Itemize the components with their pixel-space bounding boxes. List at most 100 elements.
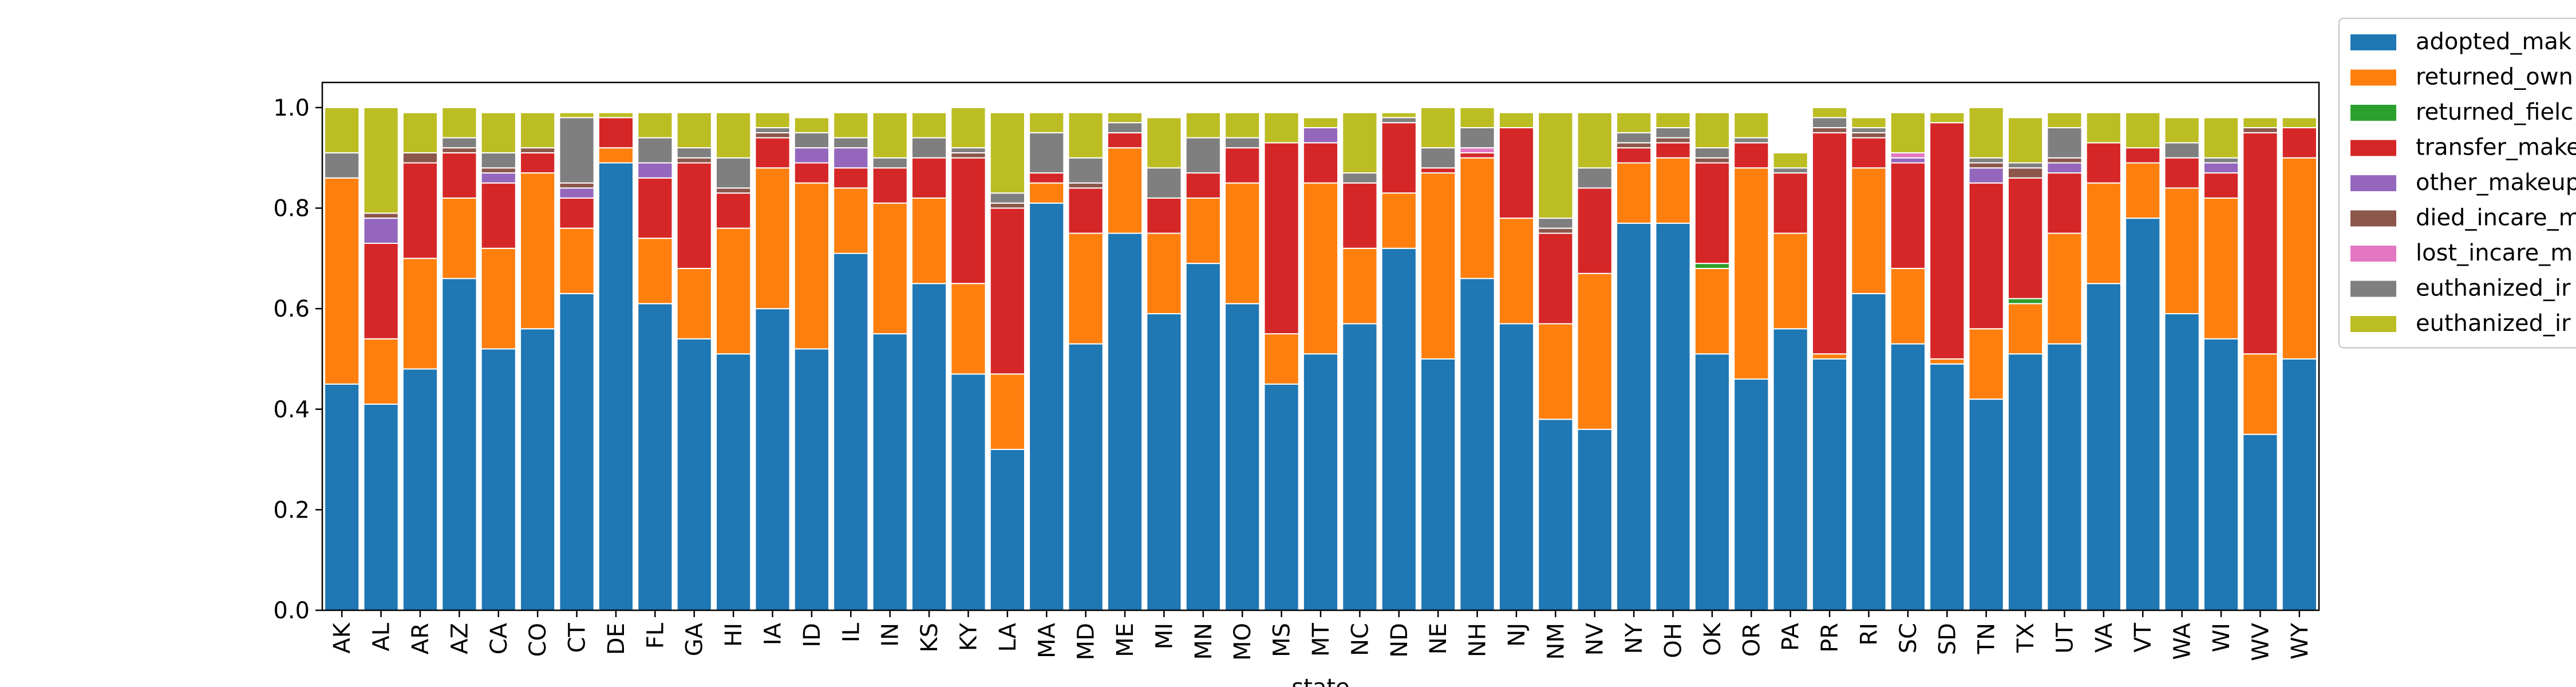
legend-box	[2338, 17, 2576, 349]
bar-segment-MD-3	[1068, 187, 1104, 234]
bar-segment-NE-1	[1420, 172, 1456, 360]
x-tick-label-GA: GA	[682, 622, 708, 656]
bar-segment-IA-3	[754, 137, 791, 169]
bar-segment-WY-3	[2281, 127, 2317, 159]
bar-segment-MN-7	[1185, 137, 1221, 174]
legend-swatch	[2350, 316, 2396, 332]
bar-segment-NH-0	[1459, 278, 1495, 611]
bar-segment-CT-0	[559, 293, 595, 611]
x-tick-label-PA: PA	[1778, 622, 1804, 651]
bar-segment-CT-1	[559, 227, 595, 294]
bar-segment-VA-8	[2085, 112, 2121, 144]
legend-entry-label: returned_own	[2416, 64, 2573, 90]
bar-segment-PR-7	[1812, 117, 1848, 129]
bar-segment-CO-1	[520, 172, 556, 330]
bar-segment-KY-0	[950, 373, 986, 611]
bar-segment-SD-8	[1929, 112, 1965, 124]
x-tick-label-NC: NC	[1347, 623, 1373, 656]
bar-segment-NY-3	[1616, 147, 1652, 164]
bar-segment-IN-1	[872, 202, 908, 335]
bar-segment-ND-7	[1381, 117, 1417, 124]
bar-segment-TN-0	[1968, 398, 2004, 611]
bar-segment-MO-0	[1224, 303, 1261, 611]
bar-segment-VA-1	[2085, 182, 2121, 285]
bar-segment-AZ-1	[441, 197, 477, 279]
bar-segment-CO-5	[520, 147, 556, 153]
bar-segment-OK-0	[1694, 353, 1730, 611]
x-tick-label-SD: SD	[1934, 623, 1961, 655]
bar-segment-NM-7	[1538, 218, 1574, 229]
bar-segment-ND-8	[1381, 112, 1417, 119]
bar-segment-TX-5	[2007, 167, 2044, 179]
bar-segment-FL-1	[637, 238, 673, 305]
bar-segment-AL-3	[363, 242, 399, 339]
bar-segment-LA-3	[989, 207, 1025, 375]
bar-segment-PR-0	[1812, 358, 1848, 611]
bar-segment-CO-8	[520, 112, 556, 149]
bar-segment-IL-0	[833, 252, 869, 611]
legend-entry-label: transfer_make	[2416, 135, 2576, 161]
bar-segment-AZ-0	[441, 278, 477, 611]
legend-swatch	[2350, 105, 2396, 121]
bar-segment-UT-8	[2046, 112, 2083, 129]
bar-segment-SC-6	[1890, 152, 1926, 159]
legend-swatch	[2350, 281, 2396, 297]
bar-segment-NC-7	[1342, 172, 1378, 184]
bar-segment-ID-8	[793, 117, 830, 133]
bar-segment-IN-0	[872, 333, 908, 611]
y-tick-label: 0.2	[273, 497, 310, 523]
legend-entry-label: euthanized_ir	[2416, 275, 2571, 302]
bar-segment-MO-7	[1224, 137, 1261, 149]
bar-segment-OK-1	[1694, 267, 1730, 355]
bar-segment-IN-8	[872, 112, 908, 159]
bar-segment-UT-4	[2046, 162, 2083, 174]
bar-segment-CT-8	[559, 112, 595, 119]
bar-segment-LA-7	[989, 192, 1025, 204]
x-tick-label-KS: KS	[916, 623, 943, 653]
x-tick-label-MT: MT	[1308, 622, 1334, 657]
bar-segment-AZ-5	[441, 147, 477, 153]
bar-segment-TX-7	[2007, 162, 2044, 169]
bar-segment-DE-8	[598, 112, 634, 119]
bar-segment-AZ-8	[441, 106, 477, 139]
y-tick-label: 0.8	[273, 196, 310, 222]
bar-segment-FL-4	[637, 162, 673, 179]
bar-segment-TX-2	[2007, 298, 2044, 305]
bar-segment-TN-3	[1968, 182, 2004, 330]
bar-segment-ME-8	[1107, 112, 1143, 124]
bar-segment-DE-1	[598, 147, 634, 164]
bar-segment-NJ-0	[1498, 323, 1535, 611]
bar-segment-MI-0	[1146, 313, 1182, 611]
bar-segment-WA-0	[2164, 313, 2200, 611]
x-tick-label-WY: WY	[2287, 622, 2313, 660]
bar-segment-NE-0	[1420, 358, 1456, 611]
bar-segment-MD-5	[1068, 182, 1104, 189]
x-tick-label-ND: ND	[1386, 623, 1413, 658]
bar-segment-UT-0	[2046, 343, 2083, 611]
bar-segment-VT-8	[2125, 112, 2161, 149]
bar-segment-OR-7	[1733, 137, 1769, 144]
x-tick-label-UT: UT	[2052, 622, 2078, 653]
x-tick-label-AL: AL	[369, 622, 395, 651]
x-tick-label-WV: WV	[2247, 622, 2274, 661]
bars-layer	[324, 106, 2317, 611]
bar-segment-MS-3	[1263, 142, 1299, 335]
x-tick-label-MD: MD	[1073, 623, 1100, 660]
bar-segment-MD-8	[1068, 112, 1104, 159]
y-tick-label: 0.4	[273, 397, 310, 423]
x-tick-label-NH: NH	[1465, 623, 1491, 657]
bar-segment-MT-8	[1302, 117, 1339, 129]
bar-segment-PA-1	[1772, 232, 1808, 330]
bar-segment-WA-1	[2164, 187, 2200, 314]
bar-segment-KY-8	[950, 106, 986, 149]
bar-segment-GA-1	[676, 267, 712, 339]
bar-segment-NJ-3	[1498, 127, 1535, 219]
bar-segment-ID-4	[793, 147, 830, 164]
bar-segment-MN-1	[1185, 197, 1221, 264]
bar-segment-SC-1	[1890, 267, 1926, 345]
bar-segment-MI-7	[1146, 167, 1182, 199]
x-tick-label-NE: NE	[1425, 623, 1452, 654]
x-tick-label-OR: OR	[1739, 623, 1765, 657]
bar-segment-ID-0	[793, 348, 830, 611]
x-tick-label-MA: MA	[1034, 622, 1060, 658]
